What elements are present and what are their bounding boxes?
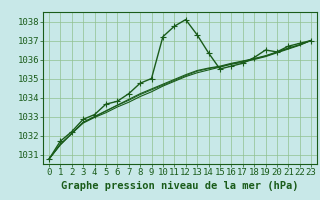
X-axis label: Graphe pression niveau de la mer (hPa): Graphe pression niveau de la mer (hPa) bbox=[61, 181, 299, 191]
